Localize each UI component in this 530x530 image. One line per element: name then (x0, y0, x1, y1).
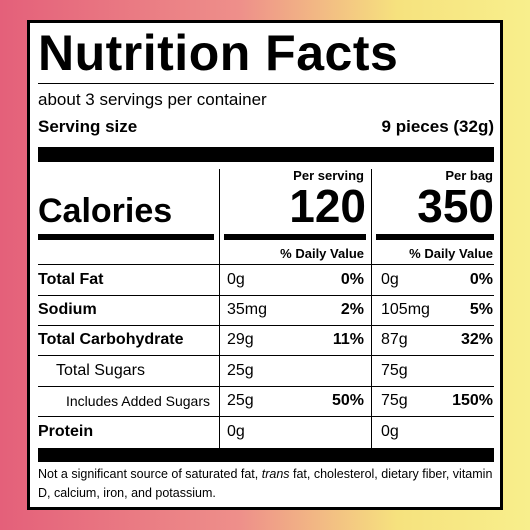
calories-per-serving: 120 (289, 180, 366, 232)
nutrition-label: Nutrition Facts about 3 servings per con… (27, 20, 503, 510)
amount: 0g (227, 423, 245, 440)
table-row: Includes Added Sugars 25g 50% 75g 150% (30, 386, 500, 416)
daily-value-heading: % Daily Value (409, 246, 493, 261)
column-divider (219, 169, 220, 448)
amount: 0g (381, 423, 399, 440)
row-rule (38, 264, 494, 265)
medium-bar (376, 234, 494, 240)
medium-bar (38, 234, 214, 240)
amount: 0g (381, 271, 399, 288)
amount: 35mg (227, 301, 268, 318)
table-row: Total Fat 0g 0% 0g 0% (30, 265, 500, 295)
daily-value: 0% (469, 271, 493, 288)
amount: 75g (381, 362, 408, 379)
daily-value-heading: % Daily Value (280, 246, 364, 261)
column-divider (371, 169, 372, 448)
thick-bar (38, 147, 494, 162)
calories-label: Calories (38, 192, 173, 230)
daily-value: 2% (340, 301, 364, 318)
row-rule (38, 416, 494, 417)
table-row: Sodium 35mg 2% 105mg 5% (30, 295, 500, 325)
table-row: Total Sugars 25g 75g (30, 356, 500, 386)
row-rule (38, 386, 494, 387)
nutrient: Total Carbohydrate (38, 331, 184, 348)
amount: 0g (227, 271, 245, 288)
nutrient: Sodium (38, 301, 97, 318)
servings: about 3 servings per container (38, 90, 267, 109)
row-rule (38, 355, 494, 356)
per-bag-heading: Per bag (445, 168, 493, 183)
amount: 25g (227, 362, 254, 379)
nutrient: Protein (38, 423, 94, 440)
nutrient: Total Fat (38, 271, 104, 288)
serving-size: 9 pieces (32g) (381, 117, 494, 136)
daily-value: 32% (460, 331, 493, 348)
footnote-text: fat, cholesterol, dietary fiber, vitamin… (38, 467, 493, 500)
daily-value: 150% (452, 392, 493, 409)
daily-value: 0% (340, 271, 364, 288)
footnote-italic: trans (261, 467, 290, 481)
per-serving-heading: Per serving (293, 168, 364, 183)
amount: 105mg (381, 301, 430, 318)
amount: 87g (381, 331, 408, 348)
amount: 75g (381, 392, 408, 409)
table-row: Protein 0g 0g (30, 417, 500, 447)
footnote: Not a significant source of saturated fa… (38, 465, 496, 503)
nutrient: Total Sugars (56, 362, 145, 379)
amount: 29g (227, 331, 254, 348)
row-rule (38, 295, 494, 296)
thick-bar (38, 448, 494, 462)
serving-size-label: Serving size (38, 117, 138, 136)
daily-value: 11% (332, 331, 364, 348)
table-row: Total Carbohydrate 29g 11% 87g 32% (30, 325, 500, 355)
rule (38, 83, 494, 84)
daily-value: 50% (331, 392, 364, 409)
medium-bar (224, 234, 366, 240)
title: Nutrition Facts (38, 25, 399, 81)
footnote-text: Not a significant source of saturated fa… (38, 467, 262, 481)
nutrient: Includes Added Sugars (66, 393, 210, 409)
calories-per-bag: 350 (417, 180, 494, 232)
daily-value: 5% (469, 301, 493, 318)
row-rule (38, 325, 494, 326)
amount: 25g (227, 392, 254, 409)
